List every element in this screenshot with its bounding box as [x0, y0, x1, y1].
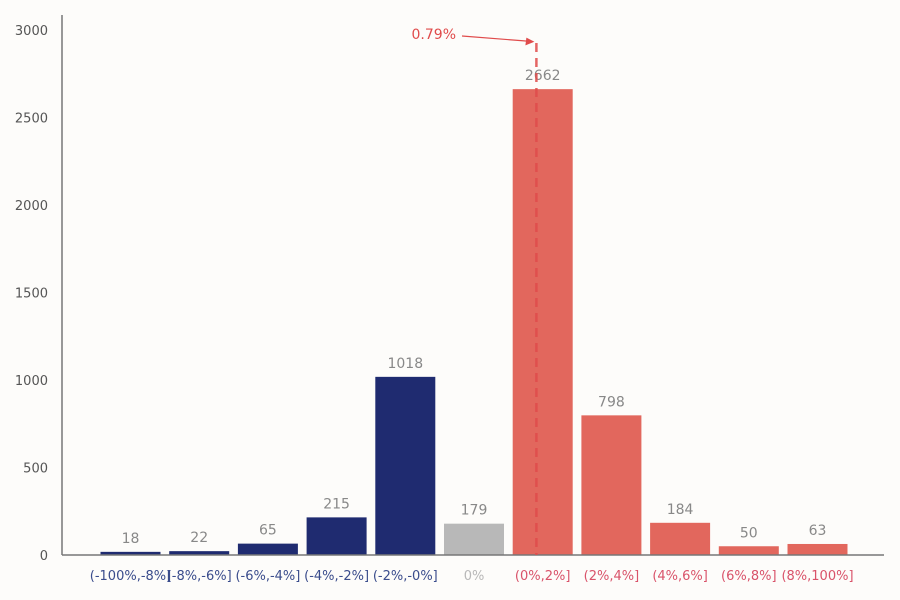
data-labels: 18 22 65 215 1018 179 2662 798 184 50 63 — [122, 68, 827, 547]
bar — [444, 523, 504, 555]
y-tick-label: 500 — [23, 462, 48, 477]
bar — [581, 415, 642, 555]
data-label: 63 — [809, 523, 827, 539]
annotation-arrowhead — [525, 37, 535, 46]
bar — [375, 376, 436, 555]
x-axis: (-100%,-8%][-8%,-6%] (-6%,-4%] (-4%,-2%] (-… — [62, 554, 884, 584]
data-label: 184 — [667, 502, 694, 518]
data-label: 179 — [461, 503, 488, 519]
x-tick-label: (-4%,-2%] — [304, 569, 369, 584]
x-tick-label: (0%,2%] — [515, 569, 571, 584]
y-tick-label: 2000 — [15, 199, 48, 214]
x-tick-label: (2%,4%] — [584, 569, 640, 584]
y-tick-label: 0 — [40, 549, 48, 564]
bar — [237, 543, 298, 555]
y-tick-label: 3000 — [15, 24, 48, 39]
x-tick-label: (-6%,-4%] — [235, 569, 300, 584]
bar — [650, 522, 711, 555]
data-label: 215 — [323, 496, 350, 512]
y-tick-label: 1500 — [15, 287, 48, 302]
mean-annotation: 0.79% — [412, 27, 538, 555]
x-tick-label: (-2%,-0%] — [373, 569, 438, 584]
x-tick-label: (8%,100%] — [781, 569, 853, 584]
bar — [512, 89, 573, 556]
data-label: 50 — [740, 525, 758, 541]
bar — [169, 551, 230, 555]
data-label: 22 — [190, 530, 208, 546]
x-tick-label: (6%,8%] — [721, 569, 777, 584]
y-axis: 0 500 1000 1500 2000 2500 3000 — [15, 15, 63, 564]
x-tick-label: (-100%,-8%] — [90, 569, 171, 584]
data-label: 798 — [598, 394, 625, 410]
bar — [787, 543, 848, 555]
data-label: 18 — [122, 531, 140, 547]
x-tick-label: 0% — [464, 569, 485, 584]
y-tick-label: 2500 — [15, 112, 48, 127]
y-tick-label: 1000 — [15, 374, 48, 389]
data-label: 1018 — [387, 356, 423, 372]
data-label: 65 — [259, 523, 277, 539]
bar — [100, 551, 161, 555]
bars — [100, 89, 848, 556]
annotation-arrow — [461, 35, 533, 43]
annotation-label: 0.79% — [412, 27, 456, 43]
bar — [306, 517, 367, 555]
x-tick-label: (4%,6%] — [652, 569, 708, 584]
x-tick-label: [-8%,-6%] — [167, 569, 232, 584]
data-label: 2662 — [525, 68, 561, 84]
bar — [718, 546, 779, 555]
